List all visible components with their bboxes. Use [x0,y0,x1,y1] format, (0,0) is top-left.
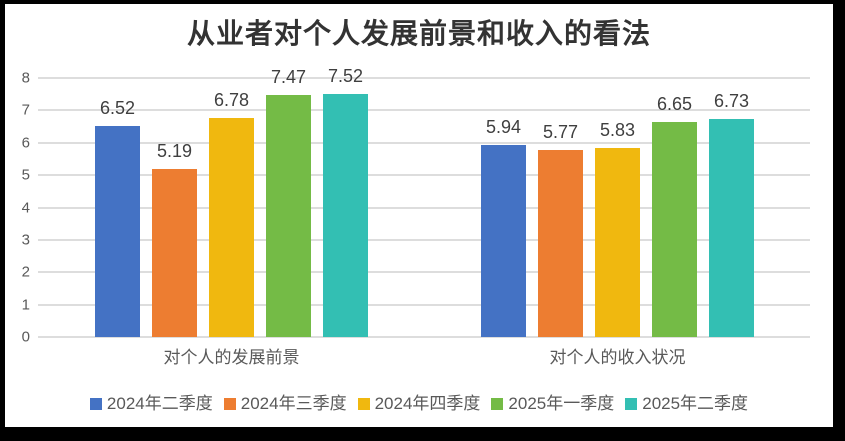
legend-item: 2024年二季度 [89,394,213,413]
y-axis-tick-label: 8 [21,69,30,87]
y-axis-tick-label: 5 [21,166,30,184]
x-axis-category-label: 对个人的发展前景 [163,348,300,367]
y-gridline [38,238,810,241]
legend-swatch-icon [89,397,102,410]
legend-item: 2024年三季度 [223,394,347,413]
y-axis-tick-label: 0 [21,328,30,346]
y-gridline [38,303,810,306]
y-gridline [38,77,810,79]
legend-label: 2025年一季度 [508,394,615,413]
chart-title: 从业者对个人发展前景和收入的看法 [186,19,651,50]
bar: 6.73 [709,92,754,337]
legend-item: 2024年四季度 [357,394,481,413]
chart-canvas: 从业者对个人发展前景和收入的看法 0 1 2 3 4 5 6 7 8 6.52 5.19 6.78 7.… [5,4,833,427]
y-axis-tick-label: 7 [21,101,30,119]
bar: 5.19 [152,142,197,337]
legend-swatch-icon [625,397,638,410]
bar-value-label: 6.65 [656,93,693,114]
bar-value-label: 7.47 [270,67,307,88]
bar: 6.78 [209,91,254,337]
bar-value-label: 5.94 [485,116,522,137]
bar-value-label: 5.77 [542,122,579,143]
bar-group: 5.94 5.77 5.83 6.65 6.73 [481,78,754,337]
bar: 7.47 [266,68,311,337]
bar: 6.52 [95,99,140,337]
bar-value-label: 6.73 [713,91,750,112]
legend-label: 2024年三季度 [240,394,347,413]
bar-group: 6.52 5.19 6.78 7.47 7.52 [95,67,368,337]
bar: 5.83 [595,121,640,337]
bar: 5.94 [481,118,526,337]
y-gridline [38,206,810,209]
legend-swatch-icon [223,397,236,410]
bar-value-label: 6.78 [213,89,250,110]
plot-area: 0 1 2 3 4 5 6 7 8 6.52 5.19 6.78 7.47 7.52 对个人的发展前景 5.9… [22,67,810,366]
bar-value-label: 7.52 [327,65,364,86]
bar-value-label: 6.52 [99,97,136,118]
bar: 5.77 [538,123,583,337]
bar-value-label: 5.83 [599,120,636,141]
y-gridline [38,141,810,144]
bar-value-label: 5.19 [156,140,193,161]
y-axis-tick-label: 6 [21,134,30,152]
legend-item: 2025年二季度 [625,395,748,412]
y-axis-tick-label: 3 [21,231,30,249]
legend-label: 2025年二季度 [642,394,749,413]
y-gridline [38,174,810,177]
x-axis-category-label: 对个人的收入状况 [549,348,686,367]
legend-label: 2024年二季度 [106,394,213,413]
y-gridline [38,109,810,112]
bar: 7.52 [323,67,368,337]
bar: 6.65 [652,95,697,337]
legend-swatch-icon [491,397,504,410]
legend-item: 2025年一季度 [491,395,614,412]
legend: 2024年二季度 2024年三季度 2024年四季度 2025年一季度 2025年二季度 [5,395,833,412]
legend-swatch-icon [357,397,370,410]
y-axis-tick-label: 2 [21,263,30,281]
y-gridline [38,271,810,274]
y-gridline [38,336,810,338]
y-axis-tick-label: 1 [21,296,30,314]
y-axis-tick-label: 4 [21,199,30,216]
legend-label: 2024年四季度 [374,394,481,413]
